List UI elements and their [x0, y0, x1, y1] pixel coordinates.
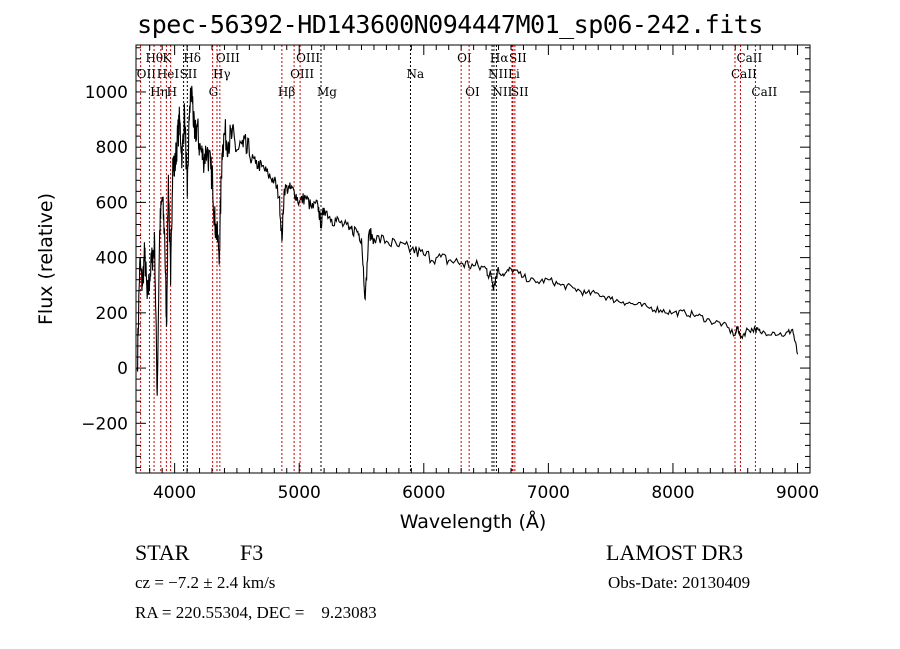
- y-tick-label: 1000: [85, 83, 128, 103]
- line-label: Hβ: [278, 85, 295, 99]
- y-axis-label: Flux (relative): [35, 193, 57, 325]
- line-label: OII: [137, 67, 157, 81]
- line-label: OIII: [296, 51, 320, 65]
- y-tick-label: 800: [96, 138, 128, 158]
- line-label: NII: [492, 85, 512, 99]
- y-tick-label: −200: [81, 414, 128, 434]
- line-label: OI: [465, 85, 480, 99]
- line-label: CaII: [751, 85, 777, 99]
- line-label: Hδ: [183, 51, 201, 65]
- y-tick-label: 600: [96, 193, 128, 213]
- coordinates: RA = 220.55304, DEC = 9.23083: [135, 603, 377, 622]
- plot-frame: [135, 44, 811, 474]
- y-tick-label: 200: [96, 304, 128, 324]
- spectrum-line: [136, 85, 799, 396]
- spectrum-series: [136, 85, 799, 396]
- redshift-cz: cz = −7.2 ± 2.4 km/s: [135, 573, 276, 592]
- line-label: SII: [509, 51, 527, 65]
- line-label: K: [162, 51, 172, 65]
- line-label: HeI: [157, 67, 180, 81]
- subclass: F3: [240, 540, 264, 565]
- x-tick-label: 4000: [153, 483, 196, 503]
- line-label: OIII: [290, 67, 314, 81]
- line-label: Na: [406, 67, 424, 81]
- x-tick-label: 6000: [402, 483, 445, 503]
- line-label: Hα: [490, 51, 509, 65]
- y-tick-label: 400: [96, 249, 128, 269]
- line-label: Li: [508, 67, 520, 81]
- chart-title: spec-56392-HD143600N094447M01_sp06-242.f…: [137, 10, 763, 39]
- object-class: STAR: [135, 540, 190, 565]
- line-label: G: [209, 85, 219, 99]
- line-label: Hγ: [213, 67, 231, 81]
- x-tick-label: 7000: [527, 483, 570, 503]
- line-label: CaII: [731, 67, 757, 81]
- x-axis-label: Wavelength (Å): [400, 510, 547, 533]
- line-label: NII: [488, 67, 508, 81]
- survey-name: LAMOST DR3: [606, 540, 744, 565]
- x-tick-label: 8000: [651, 483, 694, 503]
- line-label: SII: [511, 85, 529, 99]
- line-label: H: [167, 85, 177, 99]
- line-label: OI: [457, 51, 472, 65]
- axes: 4000 5000 6000 7000 8000 9000 −200 0 200 400 600 80…: [81, 45, 819, 503]
- line-label: CaII: [736, 51, 762, 65]
- line-label: OIII: [216, 51, 240, 65]
- x-tick-label: 5000: [278, 483, 321, 503]
- obs-date: Obs-Date: 20130409: [608, 573, 751, 592]
- line-label: Hη: [150, 85, 168, 99]
- line-label: Mg: [317, 85, 337, 99]
- x-tick-label: 9000: [776, 483, 819, 503]
- line-label: SII: [180, 67, 198, 81]
- y-tick-label: 0: [117, 359, 128, 379]
